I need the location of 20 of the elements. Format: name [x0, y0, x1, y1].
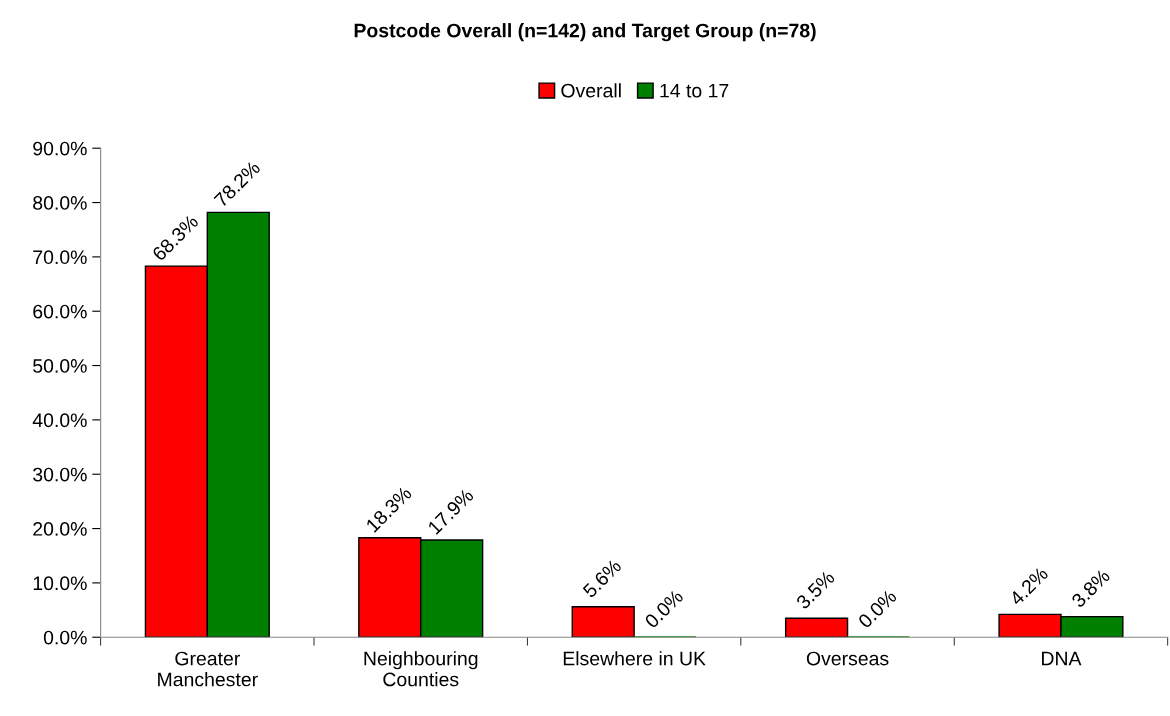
y-tick-label: 20.0% — [33, 522, 87, 536]
y-tick-label: 90.0% — [33, 141, 87, 156]
y-tick-label: 30.0% — [33, 467, 87, 482]
legend-label: 14 to 17 — [660, 83, 729, 98]
x-tick-label: Greater Manchester — [158, 651, 258, 687]
legend-label: Overall — [561, 83, 621, 98]
y-tick-label: 70.0% — [33, 250, 87, 265]
x-tick-label: Overseas — [806, 651, 889, 666]
y-tick-label: 50.0% — [33, 359, 87, 373]
y-tick-label: 0.0% — [43, 630, 87, 645]
y-tick-label: 40.0% — [32, 413, 87, 428]
x-tick-label: Neighbouring Counties — [364, 651, 478, 687]
x-tick-label: DNA — [1042, 651, 1082, 666]
x-tick-label: Elsewhere in UK — [563, 651, 706, 666]
bar — [571, 606, 635, 638]
y-tick-label: 60.0% — [33, 304, 87, 319]
bar — [784, 617, 849, 638]
y-tick-label: 80.0% — [33, 196, 87, 210]
chart-title: Postcode Overall (n=142) and Target Group (n=78) — [354, 23, 816, 42]
y-tick-label: 10.0% — [33, 576, 87, 591]
